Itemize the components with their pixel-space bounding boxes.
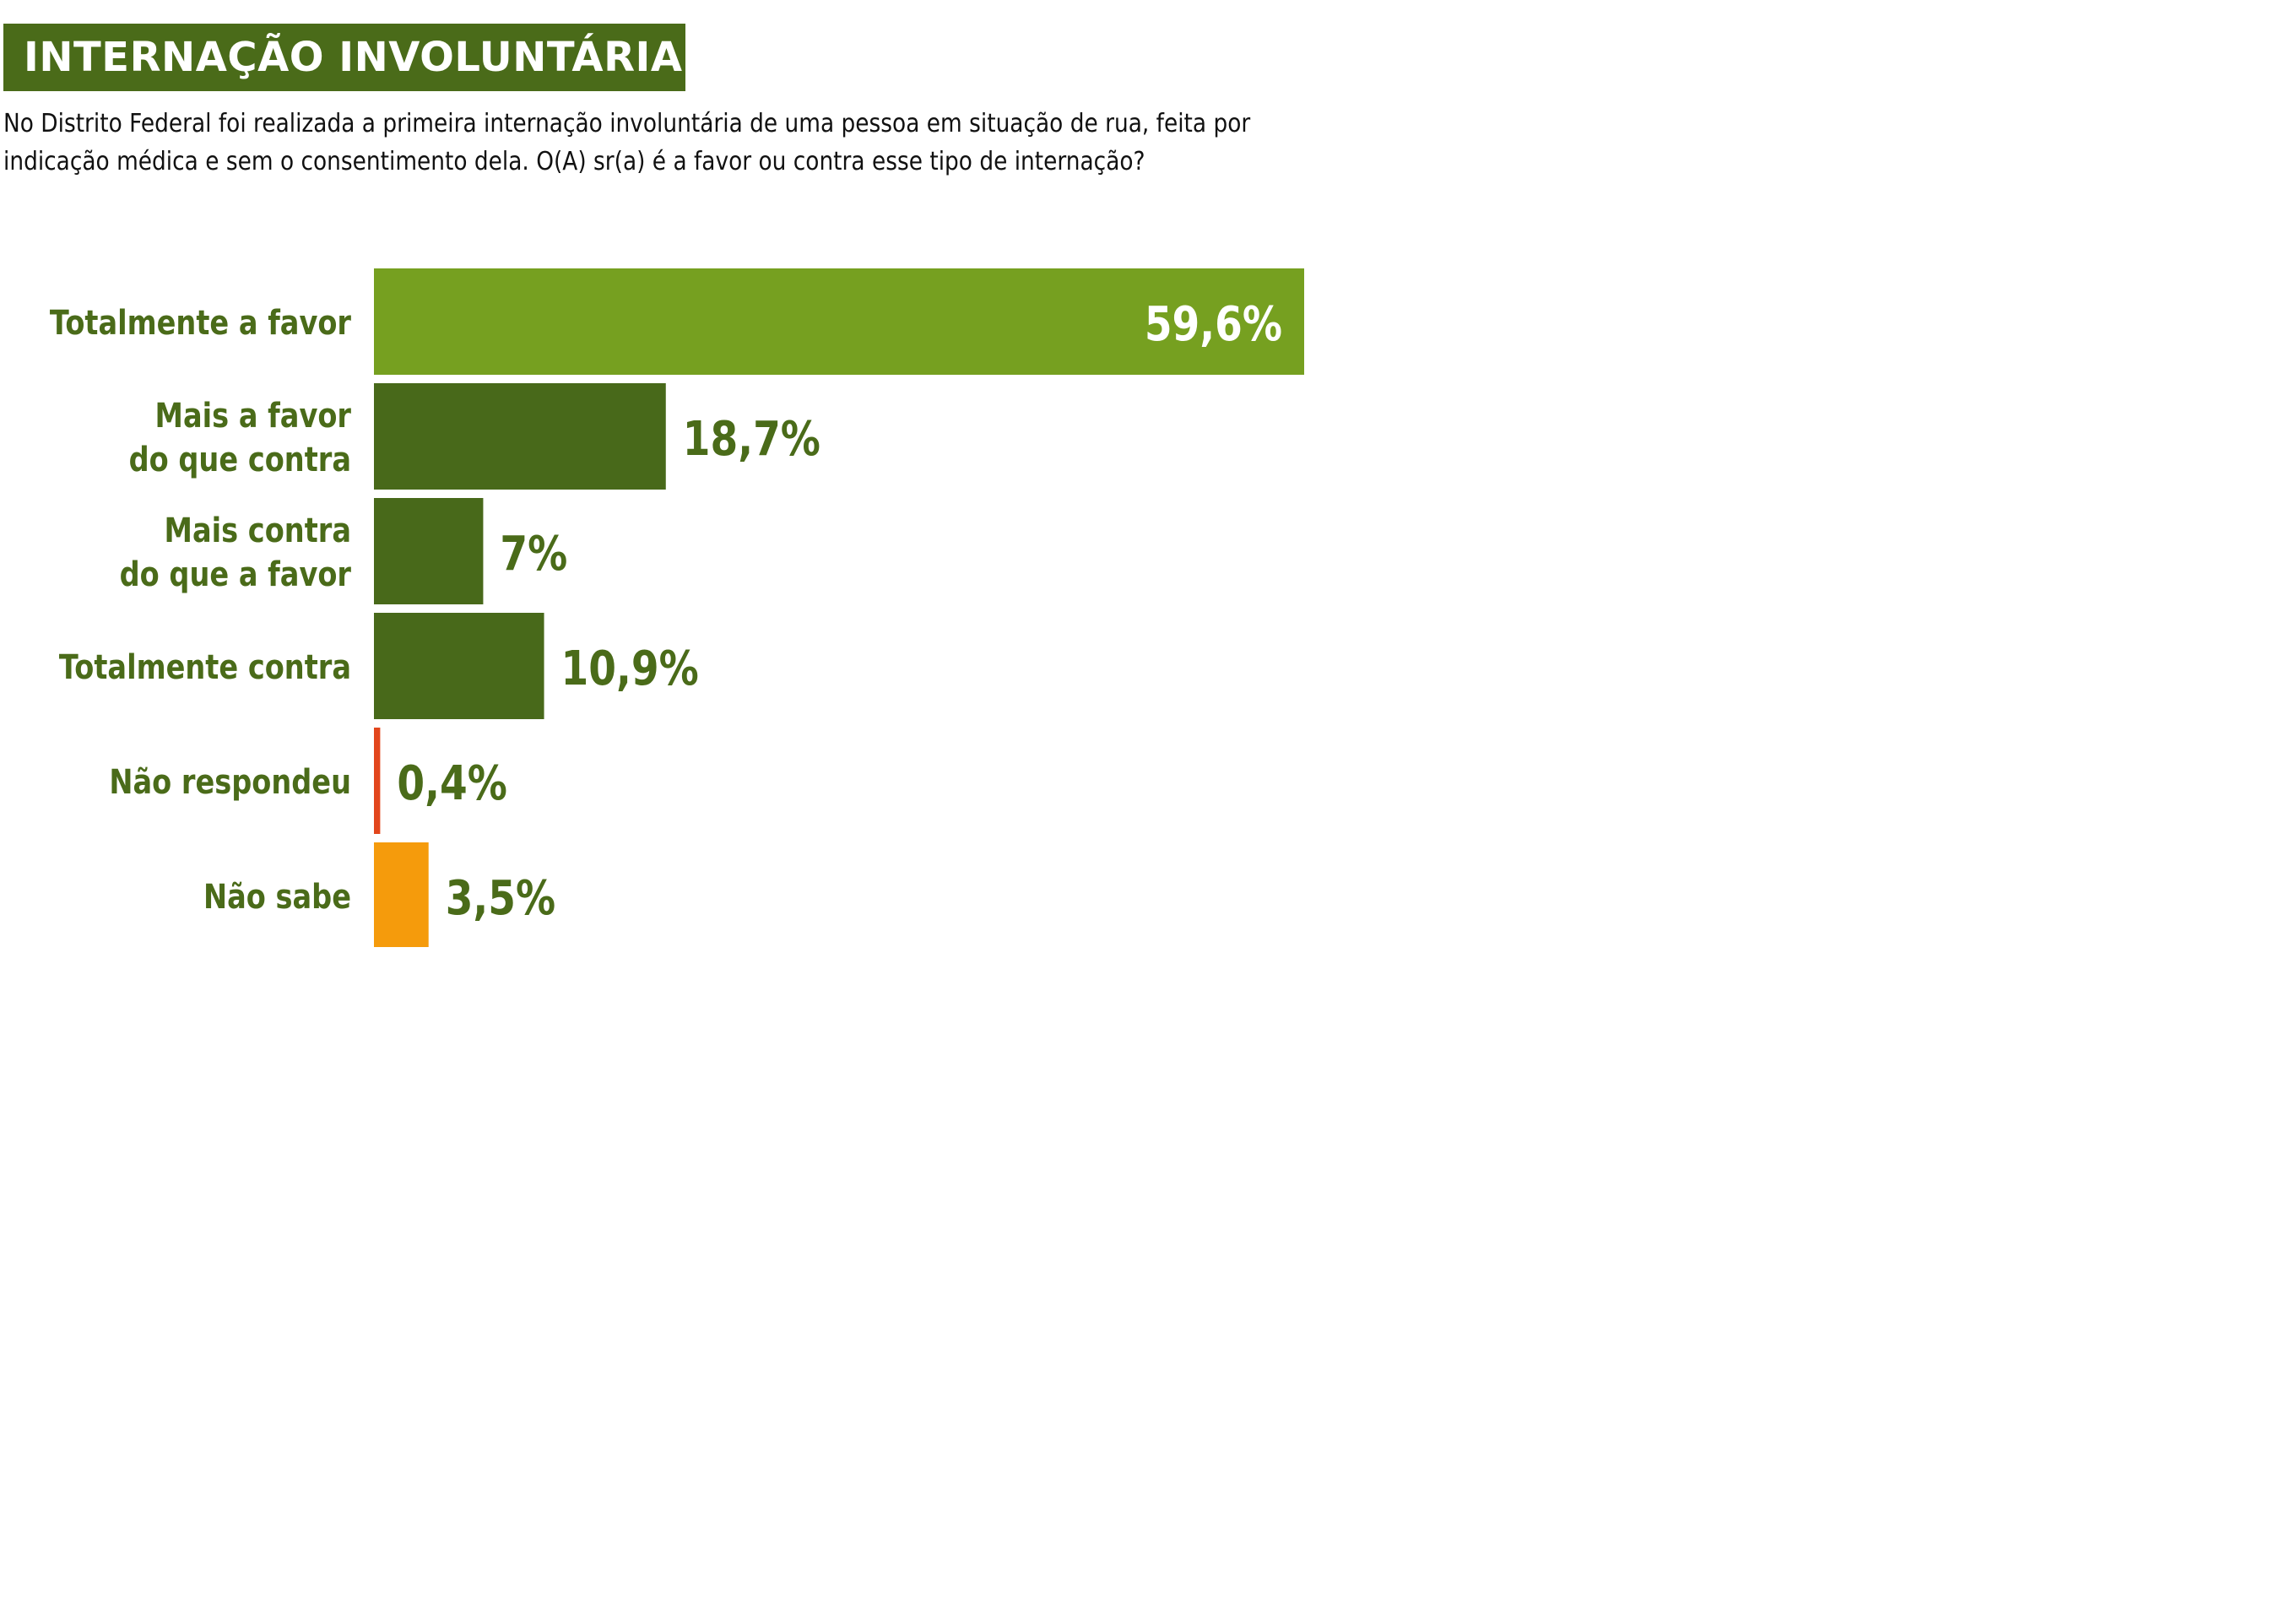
bar-4	[374, 728, 381, 834]
category-label-2-1: do que a favor	[120, 555, 352, 594]
value-label-4: 0,4%	[397, 756, 506, 811]
category-label-4-0: Não respondeu	[109, 762, 351, 802]
value-label-5: 3,5%	[446, 871, 555, 926]
category-label-0-0: Totalmente a favor	[50, 303, 352, 343]
category-label-3-0: Totalmente contra	[59, 647, 351, 687]
chart-title: INTERNAÇÃO INVOLUNTÁRIA	[24, 34, 683, 81]
bar-3	[374, 613, 544, 719]
bar-2	[374, 498, 484, 604]
category-label-1-0: Mais a favor	[155, 396, 352, 436]
category-label-1-1: do que contra	[129, 440, 351, 479]
value-label-1: 18,7%	[683, 412, 820, 467]
value-label-0: 59,6%	[1145, 297, 1282, 352]
value-label-3: 10,9%	[561, 641, 699, 696]
bar-1	[374, 383, 666, 490]
title-banner: INTERNAÇÃO INVOLUNTÁRIA	[3, 24, 685, 91]
category-label-5-0: Não sabe	[203, 877, 351, 917]
survey-question: No Distrito Federal foi realizada a prim…	[3, 109, 1251, 176]
bar-5	[374, 842, 429, 947]
bar-chart: Totalmente a favor 59,6% Mais a favor do qu…	[50, 268, 1304, 947]
bar-0	[374, 268, 1304, 375]
category-label-2-0: Mais contra	[165, 511, 351, 550]
value-label-2: 7%	[500, 527, 567, 582]
